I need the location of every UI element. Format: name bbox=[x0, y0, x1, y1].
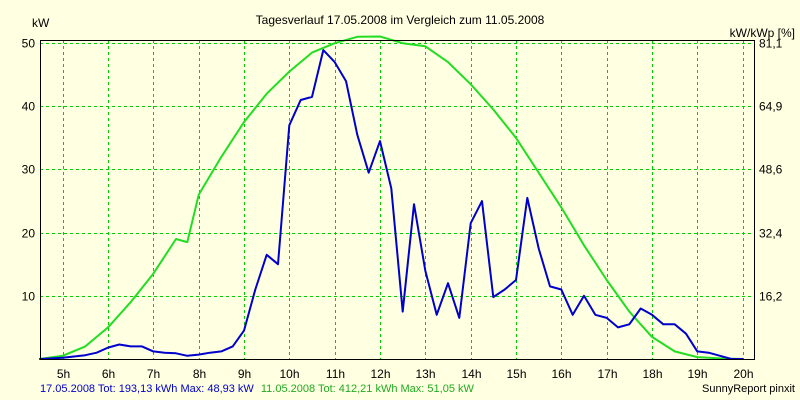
y-tick-label-left: 10 bbox=[22, 290, 36, 304]
x-tick-label: 17h bbox=[597, 367, 617, 381]
chart-title: Tagesverlauf 17.05.2008 im Vergleich zum… bbox=[256, 13, 545, 27]
y-tick-label-right: 16,2 bbox=[759, 290, 783, 304]
x-tick-label: 11h bbox=[326, 367, 345, 381]
x-tick-label: 14h bbox=[461, 367, 481, 381]
x-tick-label: 18h bbox=[642, 367, 662, 381]
y-tick-label-left: 50 bbox=[22, 37, 36, 51]
y-tick-label-right: 48,6 bbox=[759, 163, 783, 177]
y-tick-label-left: 20 bbox=[22, 227, 36, 241]
footer-legend: 17.05.2008 Tot: 193,13 kWh Max: 48,93 kW… bbox=[40, 383, 474, 395]
grid bbox=[40, 40, 754, 359]
x-tick-label: 7h bbox=[147, 367, 160, 381]
footer-series1-summary: 17.05.2008 Tot: 193,13 kWh Max: 48,93 kW bbox=[40, 383, 254, 395]
y-axis-left-label: kW bbox=[32, 16, 50, 30]
series-line-17052008 bbox=[39, 49, 744, 360]
plot-area bbox=[40, 40, 754, 359]
series-line-11052008 bbox=[39, 35, 744, 360]
tick-labels: 10 16,2 20 32,4 30 48,6 40 64,9 50 81,1 5h 6h 7h 8h 9h… bbox=[22, 37, 783, 382]
y-tick-label-right: 32,4 bbox=[759, 227, 783, 241]
y-tick-label-right: 64,9 bbox=[759, 100, 783, 114]
x-tick-label: 10h bbox=[279, 367, 299, 381]
x-tick-label: 12h bbox=[370, 367, 390, 381]
y-axis-right-label: kW/kWp [%] bbox=[730, 26, 795, 40]
footer-series2-summary: 11.05.2008 Tot: 412,21 kWh Max: 51,05 kW bbox=[261, 383, 475, 395]
y-tick-label-left: 40 bbox=[22, 100, 36, 114]
x-tick-label: 20h bbox=[733, 367, 753, 381]
x-tick-label: 6h bbox=[102, 367, 115, 381]
x-tick-label: 5h bbox=[57, 367, 70, 381]
y-tick-label-right: 81,1 bbox=[759, 37, 783, 51]
x-tick-label: 15h bbox=[506, 367, 526, 381]
x-tick-label: 13h bbox=[415, 367, 435, 381]
y-tick-label-left: 30 bbox=[22, 163, 36, 177]
x-tick-label: 8h bbox=[193, 367, 206, 381]
footer-credit: SunnyReport pinxit bbox=[702, 383, 795, 395]
plot-frame bbox=[40, 40, 755, 360]
x-tick-label: 19h bbox=[687, 367, 707, 381]
x-tick-label: 9h bbox=[238, 367, 251, 381]
x-tick-label: 16h bbox=[551, 367, 571, 381]
series-lines bbox=[39, 35, 744, 360]
